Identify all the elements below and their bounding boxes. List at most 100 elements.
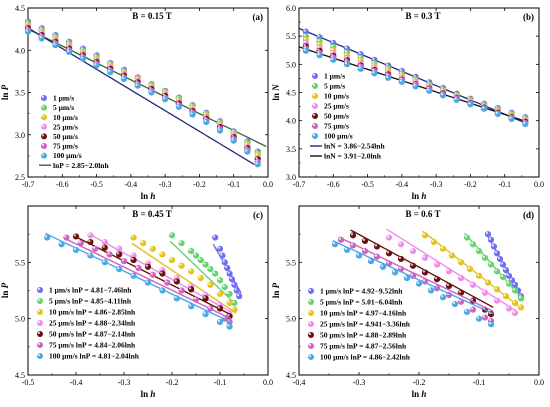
data-point	[188, 268, 195, 275]
legend-label: 100 μm/s	[53, 151, 82, 160]
legend-fit-equation: lnP = 4.97−4.16lnh	[347, 309, 407, 318]
data-point	[149, 245, 156, 252]
y-tick-label: 2.5	[15, 173, 25, 182]
data-point	[373, 253, 381, 260]
data-point	[373, 243, 381, 250]
legend-series-name: 1 μm/s	[49, 286, 70, 295]
legend-series-name: 50 μm/s	[49, 330, 74, 339]
x-axis-label-base: ln	[412, 389, 422, 399]
data-point	[421, 254, 429, 261]
x-axis-label-var: h	[150, 191, 155, 201]
data-point	[385, 250, 393, 257]
data-point	[233, 287, 240, 294]
data-point	[517, 295, 525, 302]
legend-label: 10 μm/s lnP = 4.86−2.85lnh	[49, 308, 136, 317]
data-point	[302, 28, 309, 35]
legend-label: 5 μm/s	[324, 82, 345, 91]
legend-marker	[308, 332, 314, 338]
series-50-m-s	[349, 229, 495, 318]
legend-series-name: 25 μm/s	[320, 320, 345, 329]
panel-title: B = 0.15 T	[132, 11, 171, 21]
data-point	[107, 69, 114, 76]
legend-series-name: 50 μm/s	[53, 132, 78, 141]
x-tick-label: -0.1	[498, 180, 511, 189]
series-1-m-s	[212, 234, 243, 300]
data-point	[135, 264, 142, 272]
legend-label: 100 μm/s lnP = 4.86−2.42lnh	[320, 353, 411, 362]
legend-series-name: 1 μm/s	[324, 72, 345, 81]
data-point	[188, 247, 195, 255]
x-tick-label: -0.4	[396, 180, 409, 189]
data-point	[469, 241, 477, 248]
data-point	[439, 92, 447, 99]
data-point	[87, 238, 94, 246]
x-tick-label: -0.3	[353, 378, 366, 387]
x-tick-label: -0.4	[293, 378, 306, 387]
data-point	[101, 244, 108, 251]
x-tick-label: -0.2	[193, 180, 206, 189]
x-axis-label: ln h	[412, 191, 427, 201]
plot-frame	[298, 7, 540, 178]
data-point	[216, 277, 224, 284]
fit-line	[298, 46, 526, 122]
data-point	[212, 234, 219, 241]
series-25-m-s	[385, 228, 519, 317]
data-point	[494, 110, 501, 118]
data-point	[203, 118, 210, 126]
data-point	[216, 305, 224, 312]
legend-series-name: 75 μm/s	[53, 142, 78, 151]
data-point	[502, 293, 510, 300]
x-axis-label-base: ln	[412, 191, 422, 201]
x-axis-label: ln h	[141, 191, 156, 201]
data-point	[164, 279, 171, 286]
data-point	[168, 256, 176, 264]
x-axis-label-var: h	[421, 191, 426, 201]
data-point	[302, 47, 309, 54]
legend-label: 5 μm/s lnP = 4.85−4.11lnh	[49, 297, 132, 306]
data-point	[385, 74, 392, 81]
data-point	[221, 259, 228, 266]
data-point	[409, 262, 417, 269]
data-point	[144, 263, 152, 270]
x-tick-label: 0.0	[263, 378, 273, 387]
panel-a: -0.7 -0.6 -0.5 -0.4 -0.3 -0.2 -0.1 0.0 2.5 3.0 3.5…	[0, 4, 273, 201]
legend-marker	[41, 123, 47, 130]
legend-label: 1 μm/s	[324, 72, 345, 81]
y-tick-label: 5.0	[286, 60, 296, 69]
data-point	[216, 127, 224, 134]
x-tick-label: -0.3	[118, 378, 131, 387]
data-point	[92, 245, 99, 252]
legend-fit-equation: lnP = 4.81−2.04lnh	[80, 352, 140, 361]
data-point	[481, 254, 489, 261]
legend-label: 75 μm/s	[53, 142, 78, 151]
legend-fit-equation: lnP = 4.81−7.46lnh	[72, 286, 132, 295]
panel-c: -0.5 -0.4 -0.3 -0.2 -0.1 0.04.55.05.5ln hln P…	[0, 205, 273, 399]
x-tick-label: -0.1	[473, 378, 486, 387]
data-point	[493, 250, 501, 257]
data-point	[445, 268, 453, 275]
series-10-m-s	[421, 230, 525, 311]
legend-marker	[37, 331, 43, 337]
data-point	[178, 240, 185, 247]
data-point	[355, 252, 363, 259]
data-point	[63, 234, 70, 241]
data-point	[508, 115, 515, 123]
data-point	[216, 245, 224, 252]
data-point	[499, 261, 507, 268]
legend-series-name: 25 μm/s	[53, 122, 78, 131]
data-point	[493, 297, 501, 304]
data-point	[120, 258, 128, 265]
y-tick-label: 5.5	[286, 258, 296, 267]
y-tick-label: 4.5	[15, 4, 25, 13]
data-point	[481, 105, 488, 112]
data-point	[231, 306, 238, 313]
data-point	[397, 255, 405, 263]
fit-curve	[131, 242, 237, 314]
y-axis-label-var: P	[0, 282, 10, 288]
data-point	[475, 315, 483, 322]
data-point	[52, 42, 59, 49]
x-tick-label: -0.6	[56, 180, 69, 189]
legend-series-name: 10 μm/s	[320, 309, 345, 318]
legend-label: 5 μm/s	[53, 103, 74, 112]
data-point	[216, 290, 224, 297]
